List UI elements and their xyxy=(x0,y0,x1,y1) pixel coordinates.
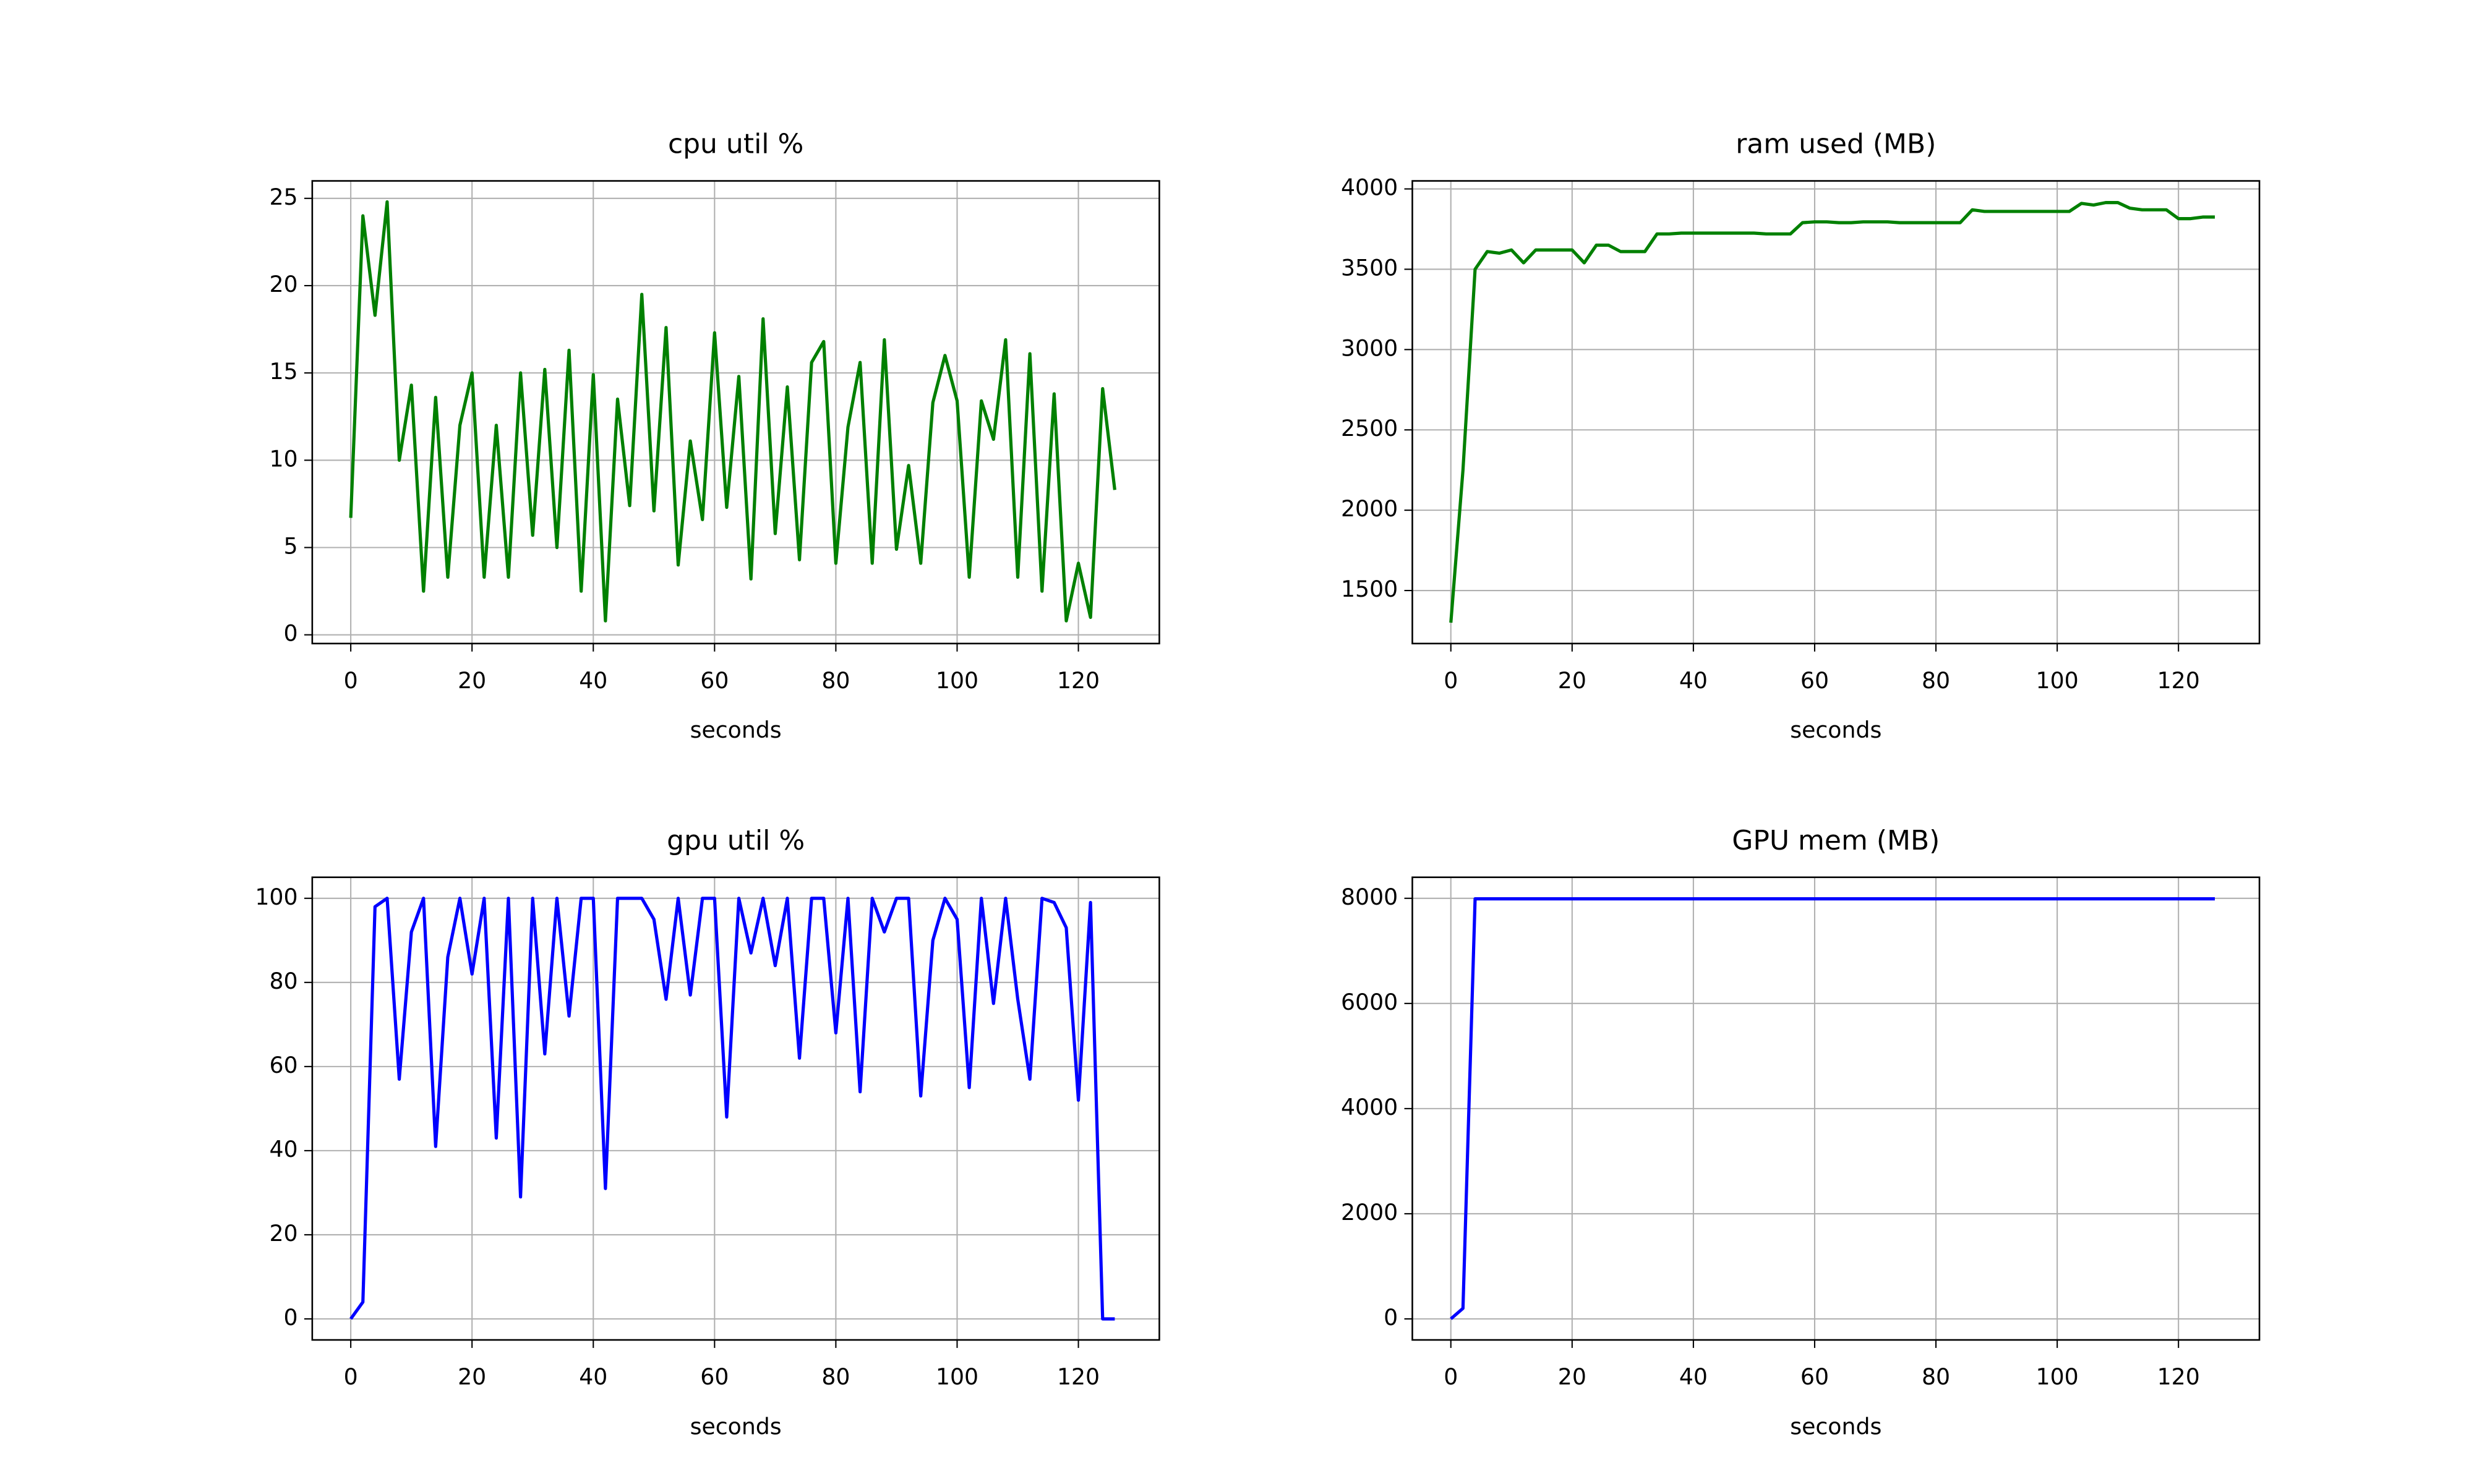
y-tick-label: 15 xyxy=(269,358,297,385)
x-tick-label: 100 xyxy=(2036,667,2079,694)
x-tick-label: 40 xyxy=(1679,1363,1708,1390)
y-tick-label: 0 xyxy=(283,620,297,647)
chart-title: ram used (MB) xyxy=(1736,129,1936,160)
x-tick-label: 80 xyxy=(821,667,850,694)
x-tick-label: 20 xyxy=(458,1363,486,1390)
x-tick-label: 100 xyxy=(936,667,978,694)
x-tick-label: 20 xyxy=(1558,667,1586,694)
x-axis-label: seconds xyxy=(690,1413,782,1439)
y-tick-label: 3500 xyxy=(1341,254,1398,281)
y-tick-label: 0 xyxy=(1384,1304,1398,1331)
x-tick-label: 0 xyxy=(1444,1363,1458,1390)
y-tick-label: 0 xyxy=(283,1304,297,1331)
y-tick-label: 4000 xyxy=(1341,174,1398,201)
data-line xyxy=(349,897,1115,1321)
x-tick-label: 60 xyxy=(700,667,729,694)
x-tick-label: 80 xyxy=(1922,1363,1950,1390)
plot-frame xyxy=(311,876,1160,1341)
y-tick-label: 80 xyxy=(269,968,297,994)
y-tick-label: 1500 xyxy=(1341,576,1398,602)
x-tick-label: 40 xyxy=(1679,667,1708,694)
y-tick-label: 40 xyxy=(269,1136,297,1162)
chart-title: gpu util % xyxy=(667,825,805,856)
x-tick-label: 80 xyxy=(821,1363,850,1390)
y-tick-label: 2000 xyxy=(1341,495,1398,522)
x-tick-label: 20 xyxy=(458,667,486,694)
x-tick-label: 60 xyxy=(700,1363,729,1390)
y-tick-label: 100 xyxy=(255,884,297,910)
x-tick-label: 120 xyxy=(2157,1363,2200,1390)
x-tick-label: 20 xyxy=(1558,1363,1586,1390)
x-tick-label: 60 xyxy=(1800,667,1829,694)
chart-title: GPU mem (MB) xyxy=(1732,825,1940,856)
x-tick-label: 100 xyxy=(2036,1363,2079,1390)
data-line xyxy=(1449,201,2215,623)
y-tick-label: 20 xyxy=(269,271,297,297)
y-tick-label: 3000 xyxy=(1341,335,1398,361)
x-axis-label: seconds xyxy=(690,717,782,743)
y-tick-label: 6000 xyxy=(1341,989,1398,1015)
plot-frame xyxy=(1411,876,2261,1341)
y-tick-label: 20 xyxy=(269,1220,297,1247)
x-tick-label: 40 xyxy=(579,667,607,694)
x-tick-label: 80 xyxy=(1922,667,1950,694)
x-axis-label: seconds xyxy=(1790,1413,1881,1439)
x-tick-label: 120 xyxy=(1057,1363,1100,1390)
data-line xyxy=(1450,897,2215,1320)
plot-frame xyxy=(311,180,1160,645)
y-tick-label: 60 xyxy=(269,1052,297,1078)
y-tick-label: 8000 xyxy=(1341,884,1398,910)
y-tick-label: 10 xyxy=(269,445,297,472)
plot-frame xyxy=(1411,180,2261,645)
x-tick-label: 0 xyxy=(1444,667,1458,694)
x-axis-label: seconds xyxy=(1790,717,1881,743)
x-tick-label: 0 xyxy=(344,1363,358,1390)
y-tick-label: 2500 xyxy=(1341,415,1398,441)
x-tick-label: 40 xyxy=(579,1363,607,1390)
x-tick-label: 60 xyxy=(1800,1363,1829,1390)
y-tick-label: 5 xyxy=(283,532,297,559)
x-tick-label: 0 xyxy=(344,667,358,694)
x-tick-label: 100 xyxy=(936,1363,978,1390)
y-tick-label: 4000 xyxy=(1341,1094,1398,1120)
x-tick-label: 120 xyxy=(2157,667,2200,694)
data-line xyxy=(349,200,1116,623)
y-tick-label: 2000 xyxy=(1341,1199,1398,1226)
chart-title: cpu util % xyxy=(668,129,803,160)
x-tick-label: 120 xyxy=(1057,667,1100,694)
y-tick-label: 25 xyxy=(269,184,297,210)
